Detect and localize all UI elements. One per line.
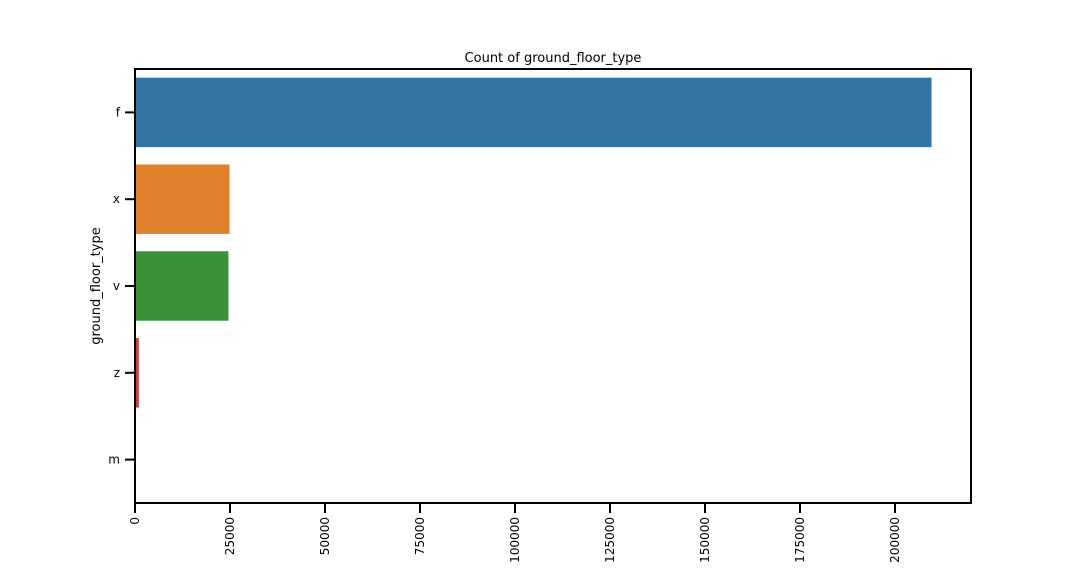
chart-title: Count of ground_floor_type <box>465 51 642 66</box>
x-tick-label: 50000 <box>318 517 332 555</box>
x-tick-label: 125000 <box>603 517 617 563</box>
y-tick-label: f <box>116 105 121 119</box>
x-tick-label: 0 <box>128 517 142 525</box>
bar-f <box>135 77 932 148</box>
x-tick-label: 100000 <box>508 517 522 563</box>
x-axis-ticks: 0 25000 50000 75000 100000 125000 150000 175000… <box>128 503 902 563</box>
bar-x <box>135 164 230 234</box>
bar-z <box>135 338 139 408</box>
y-tick-label: z <box>114 366 120 380</box>
y-tick-label: v <box>113 279 120 293</box>
bar-v <box>135 251 229 321</box>
y-tick-label: x <box>113 192 120 206</box>
y-axis-label: ground_floor_type <box>89 227 104 344</box>
plot-frame <box>134 68 972 504</box>
x-tick-label: 200000 <box>888 517 902 563</box>
x-tick-label: 75000 <box>413 517 427 555</box>
y-tick-label: m <box>108 453 120 467</box>
x-tick-label: 150000 <box>698 517 712 563</box>
y-axis-ticks: f x v z m <box>108 105 135 467</box>
x-tick-label: 25000 <box>223 517 237 555</box>
bars-group <box>135 77 932 495</box>
x-tick-label: 175000 <box>793 517 807 563</box>
